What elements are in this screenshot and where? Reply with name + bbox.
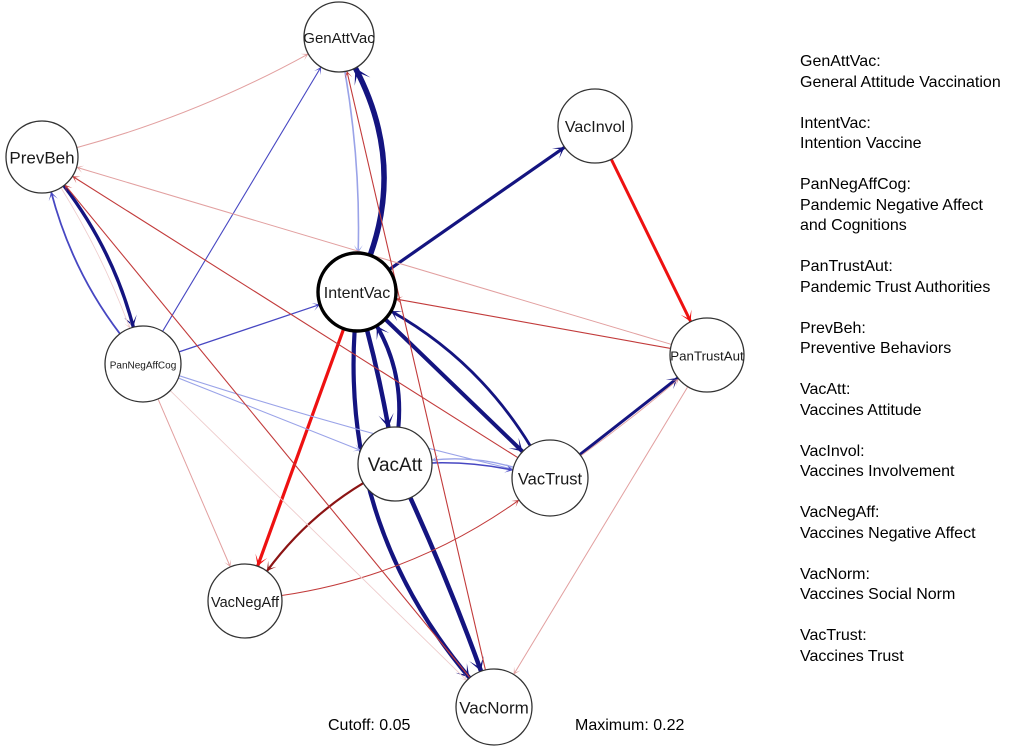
svg-text:GenAttVac: GenAttVac <box>303 30 375 47</box>
svg-text:PanNegAffCog: PanNegAffCog <box>110 361 177 372</box>
svg-text:VacNegAff: VacNegAff <box>211 595 280 611</box>
svg-text:VacAtt: VacAtt <box>368 455 423 476</box>
svg-text:VacNorm: VacNorm <box>459 698 529 717</box>
svg-text:VacInvol: VacInvol <box>565 119 625 136</box>
svg-text:PrevBeh: PrevBeh <box>9 148 74 167</box>
svg-text:VacTrust: VacTrust <box>518 470 583 488</box>
svg-text:PanTrustAut: PanTrustAut <box>670 349 744 364</box>
svg-text:IntentVac: IntentVac <box>324 285 390 302</box>
